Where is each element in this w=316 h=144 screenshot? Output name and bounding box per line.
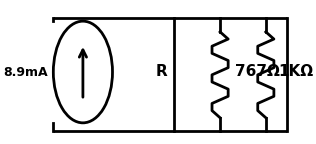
Text: 8.9mA: 8.9mA (3, 66, 48, 78)
Text: 1KΩ: 1KΩ (278, 65, 313, 79)
Text: R: R (156, 65, 167, 79)
Text: 767Ω: 767Ω (235, 65, 280, 79)
